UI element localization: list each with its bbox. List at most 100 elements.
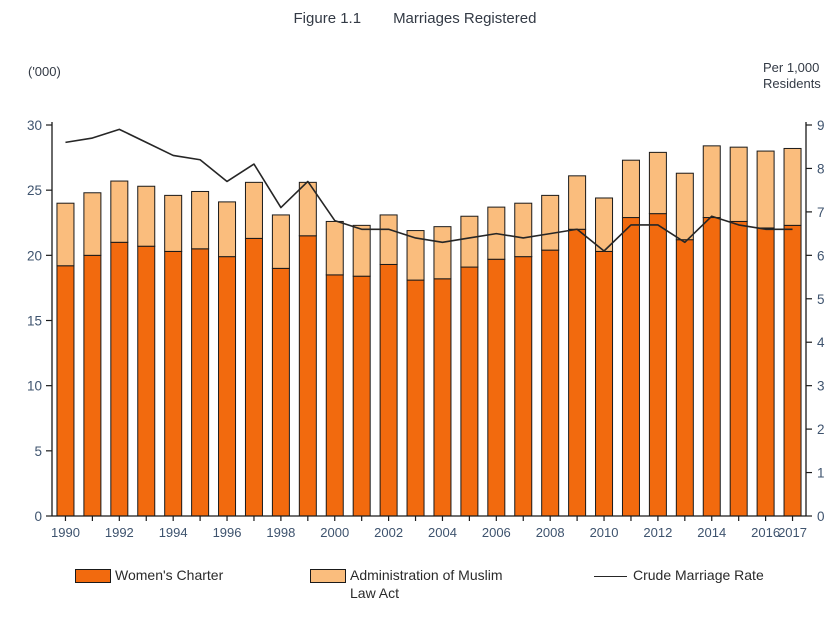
chart-legend: Women's Charter Administration of Muslim… — [0, 566, 830, 616]
x-tick-label: 2014 — [697, 525, 726, 540]
bar-womens-charter-1996 — [218, 256, 237, 517]
bar-amla-2014 — [702, 145, 721, 219]
x-tick-label: 1996 — [213, 525, 242, 540]
left-tick-label: 25 — [27, 183, 42, 198]
bar-amla-2010 — [595, 197, 614, 252]
bar-womens-charter-2002 — [379, 263, 398, 517]
bar-womens-charter-2012 — [648, 213, 667, 517]
figure-number: Figure 1.1 — [293, 10, 362, 27]
left-tick-label: 30 — [27, 118, 42, 133]
left-tick-label: 0 — [34, 509, 42, 524]
bar-womens-charter-1993 — [137, 245, 156, 517]
left-tick-label: 20 — [27, 248, 42, 263]
right-tick-label: 1 — [817, 466, 825, 481]
bar-womens-charter-2015 — [729, 220, 748, 517]
x-tick-label: 2000 — [320, 525, 349, 540]
legend-label-womens-charter: Women's Charter — [115, 567, 224, 583]
x-tick-label: 1990 — [51, 525, 80, 540]
right-tick-label: 5 — [817, 292, 825, 307]
bar-amla-1993 — [137, 185, 156, 247]
bar-amla-2003 — [406, 230, 425, 281]
right-tick-label: 0 — [817, 509, 825, 524]
legend-label-crude-marriage-rate: Crude Marriage Rate — [633, 567, 764, 583]
x-tick-label: 2016 — [751, 525, 780, 540]
bar-womens-charter-1995 — [191, 248, 210, 517]
bar-amla-1991 — [83, 192, 102, 256]
womens-charter-swatch-icon — [75, 569, 111, 583]
bar-womens-charter-2000 — [325, 274, 344, 517]
x-tick-label: 2008 — [536, 525, 565, 540]
bar-womens-charter-1997 — [244, 237, 263, 517]
bar-womens-charter-2001 — [352, 275, 371, 517]
bar-womens-charter-1990 — [56, 265, 75, 517]
left-tick-label: 5 — [34, 444, 42, 459]
figure-title-text: Marriages Registered — [393, 10, 537, 27]
right-tick-label: 4 — [817, 335, 825, 350]
bar-amla-2017 — [783, 147, 802, 226]
left-tick-label: 10 — [27, 379, 42, 394]
right-tick-label: 7 — [817, 205, 825, 220]
bar-womens-charter-2011 — [621, 217, 640, 517]
bar-amla-2007 — [514, 202, 533, 258]
crude-marriage-rate-line — [65, 128, 793, 252]
bar-amla-2001 — [352, 224, 371, 277]
left-tick-label: 15 — [27, 314, 42, 329]
x-tick-label: 2002 — [374, 525, 403, 540]
right-tick-label: 6 — [817, 248, 825, 263]
bar-womens-charter-2008 — [541, 249, 560, 517]
x-tick-label: 1992 — [105, 525, 134, 540]
bar-amla-2016 — [756, 150, 775, 229]
bar-womens-charter-2014 — [702, 217, 721, 517]
bar-amla-1996 — [218, 201, 237, 258]
x-tick-label: 2012 — [643, 525, 672, 540]
bar-womens-charter-2017 — [783, 224, 802, 517]
x-tick-label: 2017 — [778, 525, 807, 540]
legend-item-amla: Administration of Muslim Law Act — [310, 566, 518, 602]
bar-womens-charter-2009 — [568, 228, 587, 517]
x-tick-label: 1998 — [266, 525, 295, 540]
right-tick-label: 8 — [817, 161, 825, 176]
bar-amla-2011 — [621, 159, 640, 219]
chart-title: Figure 1.1 Marriages Registered — [0, 10, 830, 27]
right-tick-label: 3 — [817, 379, 825, 394]
left-axis-unit-label: ('000) — [28, 64, 61, 79]
bar-amla-1994 — [164, 194, 183, 252]
bar-womens-charter-2006 — [487, 258, 506, 517]
bar-amla-1995 — [191, 190, 210, 250]
plot-area: 0 5 10 15 20 25 30 0 1 2 3 4 5 6 7 8 9 1990 1992 1994 1996 19… — [27, 118, 825, 540]
bar-amla-2015 — [729, 146, 748, 222]
bar-amla-2009 — [568, 175, 587, 230]
bar-womens-charter-2013 — [675, 239, 694, 517]
bar-womens-charter-1999 — [298, 235, 317, 517]
bar-womens-charter-1991 — [83, 254, 102, 517]
bar-womens-charter-2016 — [756, 227, 775, 517]
right-tick-label: 9 — [817, 118, 825, 133]
x-tick-label: 2006 — [482, 525, 511, 540]
x-tick-label: 2004 — [428, 525, 457, 540]
legend-item-crude-marriage-rate: Crude Marriage Rate — [594, 566, 764, 584]
bar-amla-1997 — [244, 181, 263, 239]
bar-amla-1990 — [56, 202, 75, 267]
bar-amla-2013 — [675, 172, 694, 241]
bar-womens-charter-2003 — [406, 279, 425, 517]
x-tick-label: 2010 — [590, 525, 619, 540]
right-axis-unit-label: Per 1,000 Residents — [763, 60, 821, 91]
bar-amla-2008 — [541, 194, 560, 251]
x-tick-label: 1994 — [159, 525, 188, 540]
bar-amla-1992 — [110, 180, 129, 243]
bar-amla-2005 — [460, 215, 479, 268]
bar-womens-charter-1994 — [164, 250, 183, 517]
bar-amla-2012 — [648, 151, 667, 215]
bar-amla-2004 — [433, 226, 452, 280]
bar-womens-charter-2010 — [595, 250, 614, 517]
legend-item-womens-charter: Women's Charter — [75, 566, 223, 584]
amla-swatch-icon — [310, 569, 346, 583]
legend-label-amla: Administration of Muslim Law Act — [350, 567, 503, 601]
bar-womens-charter-2004 — [433, 278, 452, 517]
bar-womens-charter-1998 — [271, 267, 290, 517]
bar-amla-2000 — [325, 220, 344, 276]
right-tick-label: 2 — [817, 422, 825, 437]
bar-amla-1998 — [271, 214, 290, 269]
bar-womens-charter-2005 — [460, 266, 479, 517]
